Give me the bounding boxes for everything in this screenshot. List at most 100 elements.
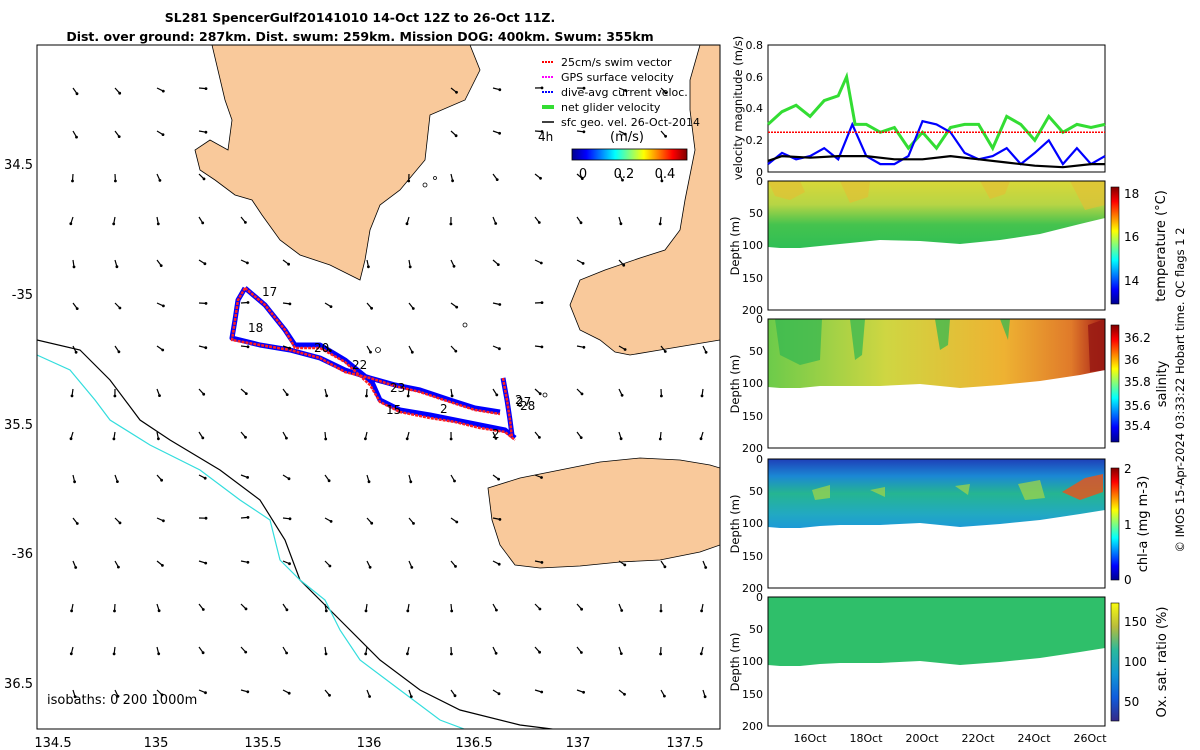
geo-vector-arrowhead [368, 695, 371, 698]
geo-vector-arrowhead [370, 306, 373, 310]
legend-label-geo: sfc geo. vel. 26-Oct-2014 [561, 116, 700, 129]
salinity-high-patch [1088, 319, 1105, 372]
track-label: 2 [515, 393, 523, 407]
time-x-tick: 20Oct [905, 732, 939, 745]
geo-vector-arrowhead [663, 350, 667, 353]
legend-label-gps: GPS surface velocity [561, 71, 674, 84]
geo-vector-arrowhead [112, 437, 116, 441]
salinity-fresh-patches [775, 319, 1010, 365]
geo-vector-arrowhead [453, 694, 457, 698]
velocity-y-ticks: 0 0.2 0.4 0.6 0.8 [746, 39, 764, 179]
chla-ylabel: Depth (m) [728, 495, 742, 554]
geo-vector-arrowhead [700, 609, 703, 613]
geo-vector-arrowhead [364, 609, 368, 613]
oxygen-y-tick: 0 [756, 591, 763, 604]
geo-vector-arrowhead [580, 651, 583, 654]
geo-vector-arrowhead [494, 651, 498, 655]
geo-vector-arrowhead [72, 265, 76, 269]
geo-vector-arrowhead [70, 609, 73, 613]
map-panel: 17 18 20 22 23 15 2 2 27 28 2 134.5 135 … [4, 44, 721, 750]
geo-vector-arrowhead [622, 263, 626, 267]
oxygen-ylabel: Depth (m) [728, 633, 742, 692]
geo-vector-arrowhead [454, 349, 458, 353]
geo-vector-arrowhead [540, 561, 544, 564]
geo-vector-arrowhead [410, 350, 414, 354]
geo-vector-arrowhead [329, 305, 333, 308]
geo-vector-arrowhead [408, 265, 412, 269]
salinity-y-ticks: 0 50 100 150 200 [742, 313, 763, 455]
geo-vector-arrowhead [285, 393, 289, 396]
geo-vector-arrowhead [367, 265, 370, 269]
chla-y-tick: 50 [749, 485, 763, 498]
salinity-y-tick: 0 [756, 313, 763, 326]
geo-vector-arrowhead [494, 437, 498, 440]
geo-vector-arrowhead [405, 222, 409, 226]
temperature-colorbar-tick: 14 [1124, 274, 1139, 288]
geo-vector-arrowhead [157, 609, 161, 613]
geo-vector-arrowhead [498, 303, 502, 306]
velocity-series-diveavg [767, 119, 1106, 166]
geo-vector-arrowhead [246, 690, 250, 694]
geo-vector-arrowhead [411, 307, 415, 310]
oxygen-field [768, 597, 1105, 666]
geo-vector-arrowhead [203, 476, 207, 480]
geo-vector-arrowhead [455, 90, 458, 94]
salinity-colorbar-tick: 35.6 [1124, 399, 1151, 413]
geo-vector-arrowhead [498, 518, 502, 521]
geo-vector-arrowhead [703, 695, 707, 699]
geo-vector-arrowhead [540, 301, 544, 304]
geo-vector-arrowhead [498, 88, 502, 92]
geo-vector-arrowhead [580, 392, 584, 396]
track-label: 22 [352, 358, 367, 372]
salinity-colorbar-label: salinity [1155, 360, 1170, 407]
velocity-y-tick: 0 [756, 166, 763, 179]
geo-vector-arrowhead [538, 392, 542, 396]
map-y-tick: 34.5 [4, 158, 33, 173]
geo-vector-arrowhead [699, 652, 703, 656]
geo-vector-arrowhead [538, 436, 541, 439]
geo-vector-arrowhead [495, 393, 499, 397]
chla-colorbar [1110, 467, 1120, 581]
geo-vector-arrowhead [156, 222, 160, 226]
geo-vector-arrowhead [117, 565, 120, 569]
geo-vector-arrowhead [621, 178, 624, 182]
geo-vector-arrowhead [201, 436, 205, 440]
legend-label-net: net glider velocity [561, 101, 661, 114]
geo-vector-arrowhead [74, 566, 78, 569]
oxygen-y-ticks: 0 50 100 150 200 [742, 591, 763, 733]
geo-vector-arrowhead [449, 437, 453, 441]
oxygen-colorbar-tick: 50 [1124, 695, 1139, 709]
geo-vector-arrowhead [204, 691, 207, 695]
isobath-1000m [37, 354, 466, 729]
geo-vector-arrowhead [538, 607, 542, 611]
geo-vector-arrowhead [582, 86, 586, 90]
track-label: 27 [516, 395, 531, 409]
geo-vector-arrowhead [367, 480, 371, 484]
geo-vector-arrowhead [324, 437, 328, 441]
salinity-colorbar [1110, 324, 1120, 443]
geo-vector-arrowhead [620, 393, 624, 397]
speed-colorbar-ticks: 0 0.2 0.4 [579, 167, 675, 182]
geo-vector-arrowhead [370, 521, 374, 525]
map-frame [36, 44, 721, 730]
track-label: 20 [314, 341, 329, 355]
geo-vector-arrowhead [69, 222, 73, 226]
speed-colorbar [571, 148, 688, 161]
geo-vector-arrowhead [204, 302, 208, 305]
geo-vector-arrowhead [113, 394, 117, 398]
geo-vector-arrowhead [659, 609, 663, 613]
geo-vector-arrowhead [246, 301, 250, 304]
oxygen-colorbar-ticks: 50 100 150 [1124, 615, 1147, 709]
glider-track-red [230, 287, 516, 441]
map-y-tick: 35.5 [4, 418, 33, 433]
geo-vector-arrowhead [620, 609, 624, 612]
geo-vector-arrowhead [497, 562, 501, 566]
temperature-y-tick: 200 [742, 304, 763, 317]
geo-vector-arrowhead [324, 609, 328, 613]
geo-vector-arrowhead [201, 608, 205, 611]
geo-vector-arrowhead [204, 516, 208, 520]
geo-vector-arrowhead [204, 346, 208, 350]
geo-vector-arrowhead [623, 132, 627, 136]
geo-vector-arrowhead [453, 479, 456, 483]
geo-vector-arrowhead [619, 222, 623, 226]
